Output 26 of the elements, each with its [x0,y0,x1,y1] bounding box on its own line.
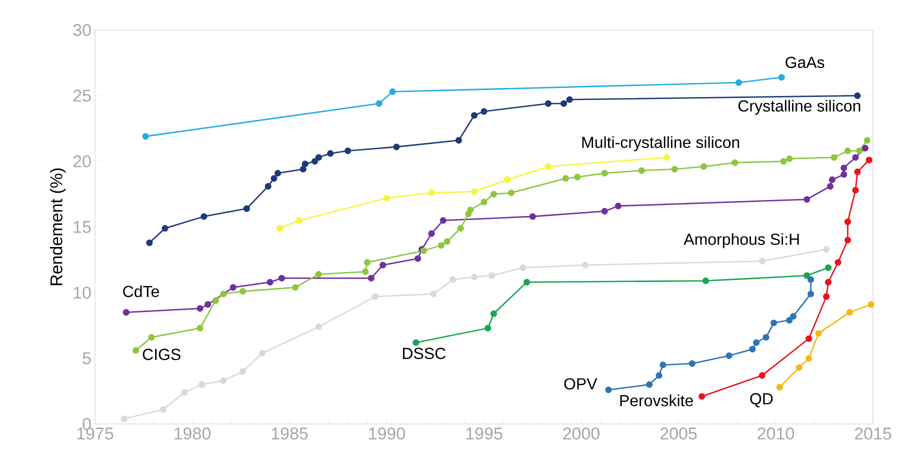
y-tick-label: 15 [74,221,91,233]
y-tick-label: 5 [82,352,91,364]
series-label: OPV [564,378,598,390]
x-tick-label: 1995 [466,428,502,440]
series-label: CIGS [142,348,180,360]
y-tick-label: 25 [73,90,91,102]
x-tick-label: 2010 [758,428,794,440]
x-tick-label: 2000 [563,428,600,440]
x-tick-label: 1990 [369,428,405,440]
x-tick-label: 1975 [77,428,114,440]
x-tick-label: 2015 [854,428,892,440]
series-label: QD [750,393,773,408]
x-tick-label: 2005 [660,428,697,440]
y-tick-label: 30 [73,24,91,36]
series-label: Amorphous Si:H [684,233,799,248]
y-axis-title: Rendement (%) [50,168,66,286]
series-label: GaAs [786,56,824,68]
series-label: Crystalline silicon [738,100,860,115]
series-label: Multi-crystalline silicon [582,136,740,152]
x-tick-label: 1980 [174,428,210,440]
y-tick-label: 10 [74,286,91,299]
x-tick-label: 1985 [272,428,308,440]
series-label: DSSC [403,348,446,360]
series-label: CdTe [123,285,159,298]
series-label: Perovskite [620,394,693,406]
y-tick-label: 20 [73,155,91,168]
